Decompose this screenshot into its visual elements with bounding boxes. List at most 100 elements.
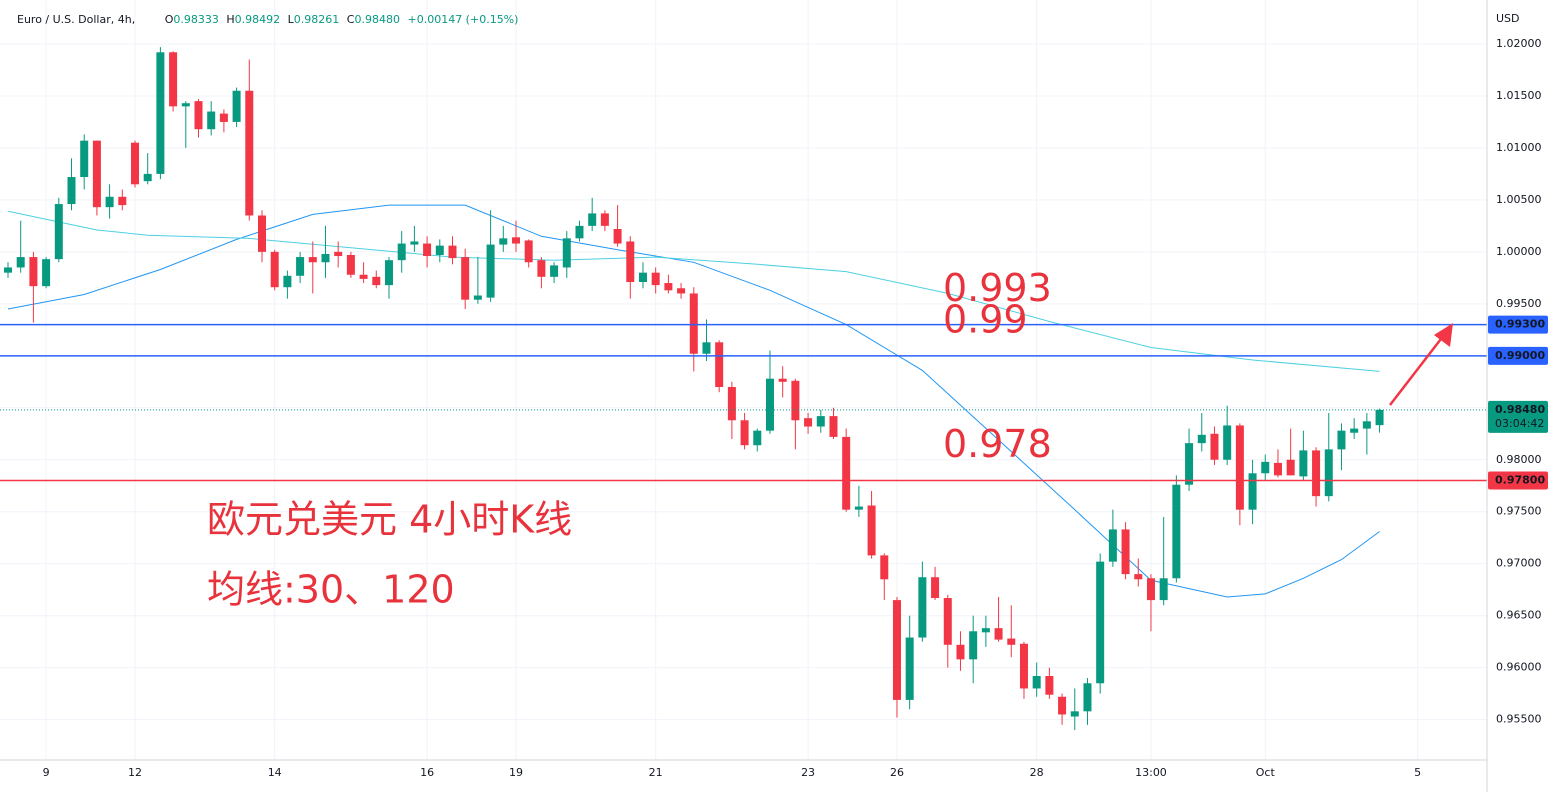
candle-body bbox=[346, 254, 355, 275]
candle-body bbox=[575, 225, 584, 239]
candle-body bbox=[54, 204, 63, 260]
candle-body bbox=[181, 103, 190, 107]
candle-body bbox=[384, 260, 393, 286]
x-tick-label: 14 bbox=[268, 766, 282, 779]
candle-body bbox=[1286, 459, 1295, 476]
y-tick-label: 1.00000 bbox=[1496, 245, 1542, 258]
arrow-shaft bbox=[1389, 334, 1445, 406]
candle-body bbox=[1172, 484, 1181, 579]
candle-body bbox=[67, 177, 76, 205]
candle-body bbox=[1159, 578, 1168, 601]
y-tick-label: 1.00500 bbox=[1496, 193, 1542, 206]
x-tick-label: Oct bbox=[1256, 766, 1276, 779]
ohlc-key: O bbox=[165, 13, 174, 26]
arrow-head bbox=[1434, 323, 1453, 347]
candle-body bbox=[1223, 425, 1232, 460]
candle-body bbox=[664, 283, 673, 291]
candle-body bbox=[1337, 430, 1346, 450]
candle-body bbox=[410, 241, 419, 245]
candle-body bbox=[169, 52, 178, 107]
x-tick-label: 13:00 bbox=[1135, 766, 1167, 779]
candle-body bbox=[334, 251, 343, 257]
candle-body bbox=[842, 436, 851, 510]
candle-body bbox=[219, 113, 228, 122]
candle-body bbox=[1146, 578, 1155, 601]
candle-body bbox=[804, 418, 813, 427]
x-tick-label: 21 bbox=[649, 766, 663, 779]
candle-body bbox=[753, 430, 762, 446]
candle-body bbox=[130, 142, 139, 185]
candle-body bbox=[626, 241, 635, 283]
level-annotation: 0.978 bbox=[943, 422, 1052, 466]
candle-body bbox=[1121, 529, 1130, 575]
candle-body bbox=[1007, 638, 1016, 645]
countdown: 03:04:42 bbox=[1495, 417, 1544, 430]
arrow bbox=[1389, 323, 1453, 406]
chart-header: Euro / U.S. Dollar, 4h, O0.98333 H0.9849… bbox=[17, 13, 518, 26]
candle-body bbox=[537, 260, 546, 277]
candle-body bbox=[880, 555, 889, 580]
candle-body bbox=[1032, 675, 1041, 689]
candle-body bbox=[1070, 711, 1079, 717]
x-tick-label: 12 bbox=[128, 766, 142, 779]
candle-body bbox=[1134, 574, 1143, 580]
x-tick-label: 23 bbox=[801, 766, 815, 779]
candle-body bbox=[727, 387, 736, 421]
candle-body bbox=[740, 420, 749, 446]
annotation: 均线:30、120 bbox=[207, 568, 455, 612]
candle-body bbox=[994, 628, 1003, 640]
candle-body bbox=[1210, 433, 1219, 460]
symbol: Euro / U.S. Dollar, 4h, bbox=[17, 13, 135, 26]
level-label-box bbox=[1488, 346, 1548, 365]
candle-body bbox=[486, 244, 495, 298]
candle-body bbox=[1375, 409, 1384, 426]
candle-body bbox=[1273, 462, 1282, 476]
x-tick-label: 19 bbox=[509, 766, 523, 779]
ohlc-value: 0.98333 bbox=[173, 13, 219, 26]
candle-body bbox=[92, 140, 101, 208]
candle-body bbox=[194, 101, 203, 130]
plot: 0.9930.99 0.978 bbox=[0, 47, 1487, 731]
candle-body bbox=[1235, 425, 1244, 510]
candle-body bbox=[931, 577, 940, 599]
candle-body bbox=[689, 293, 698, 354]
candle-body bbox=[791, 380, 800, 421]
y-tick-label: 0.97500 bbox=[1496, 505, 1542, 518]
candle-body bbox=[1312, 450, 1321, 497]
y-tick-label: 1.02000 bbox=[1496, 37, 1542, 50]
candle-body bbox=[1058, 696, 1067, 715]
y-tick-label: 0.99500 bbox=[1496, 297, 1542, 310]
candle-body bbox=[473, 295, 482, 300]
ohlc-key: C bbox=[347, 13, 355, 26]
y-tick-label: 0.95500 bbox=[1496, 713, 1542, 726]
currency: USD bbox=[1496, 12, 1520, 25]
ohlc-value: 0.98492 bbox=[235, 13, 281, 26]
candle-body bbox=[892, 600, 901, 700]
last-price-label: 0.98480 bbox=[1495, 403, 1545, 416]
candle-body bbox=[956, 644, 965, 660]
candle-body bbox=[1324, 449, 1333, 497]
candle-body bbox=[435, 245, 444, 255]
x-tick-label: 26 bbox=[890, 766, 904, 779]
candle-body bbox=[600, 213, 609, 226]
candle-body bbox=[207, 111, 216, 130]
candle-body bbox=[1096, 561, 1105, 684]
candle-body bbox=[1185, 443, 1194, 485]
x-tick-label: 28 bbox=[1030, 766, 1044, 779]
candle-body bbox=[257, 215, 266, 252]
candle-body bbox=[829, 416, 838, 437]
x-tick-label: 5 bbox=[1414, 766, 1421, 779]
candle-body bbox=[550, 265, 559, 277]
candle-body bbox=[1362, 421, 1371, 429]
candle-body bbox=[397, 243, 406, 261]
candle-body bbox=[423, 243, 432, 257]
candle-body bbox=[296, 257, 305, 276]
candle-body bbox=[943, 598, 952, 645]
change: +0.00147 (+0.15%) bbox=[407, 13, 518, 26]
candle-body bbox=[918, 577, 927, 638]
candle-body bbox=[816, 416, 825, 427]
x-tick-label: 16 bbox=[420, 766, 434, 779]
candle-body bbox=[283, 275, 292, 288]
ohlc-key: L bbox=[288, 13, 295, 26]
candle-body bbox=[651, 272, 660, 286]
